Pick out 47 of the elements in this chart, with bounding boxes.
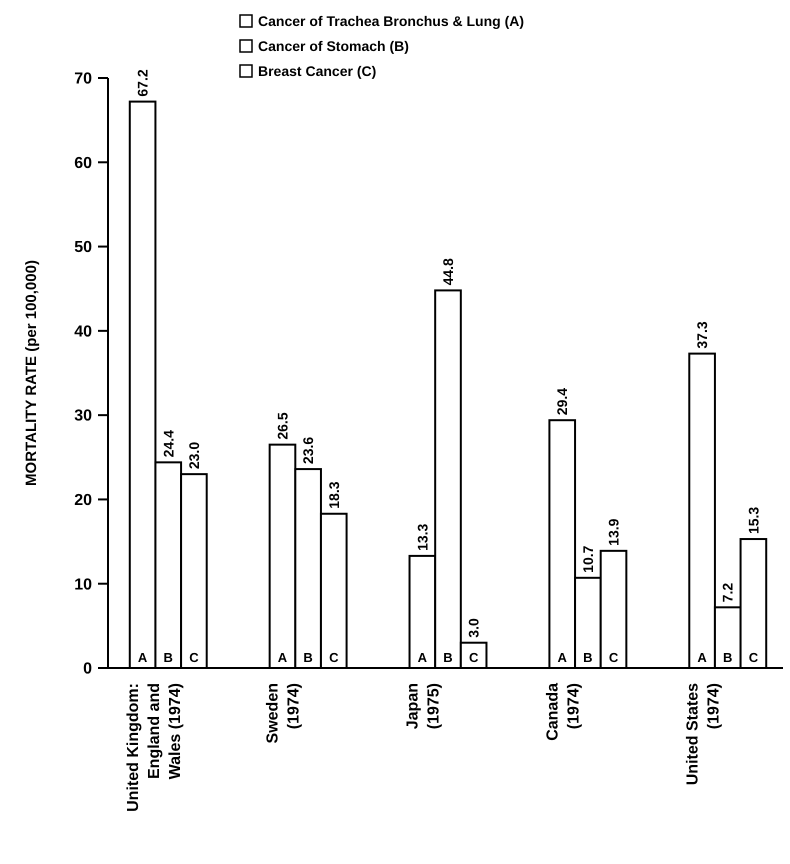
data-label: 18.3 [326, 481, 342, 509]
y-tick-label: 10 [74, 576, 92, 594]
data-label: 29.4 [554, 388, 570, 416]
annotation: C [608, 650, 619, 665]
data-label: 13.9 [606, 518, 622, 546]
annotation: B [303, 650, 313, 665]
data-label: 7.2 [720, 582, 736, 602]
annotation: A [697, 650, 708, 665]
data-label: 3.0 [466, 618, 482, 638]
annotation: B [443, 650, 453, 665]
annotation: B [723, 650, 732, 665]
x-tick-label: Canada (1974) [544, 682, 582, 741]
data-label: 13.3 [414, 523, 430, 551]
x-tick-label: United States (1974) [684, 682, 722, 786]
annotation: A [138, 650, 148, 665]
annotation: B [164, 650, 173, 665]
data-label: 23.6 [300, 436, 316, 464]
data-label: 15.3 [745, 506, 762, 534]
y-tick-label: 0 [83, 660, 92, 678]
annotation: C [329, 650, 340, 665]
legend-label: Cancer of Trachea Bronchus & Lung (A) [258, 13, 524, 29]
y-tick-label: 40 [74, 323, 92, 340]
y-tick-label: 60 [74, 154, 92, 172]
data-label: 23.0 [186, 442, 202, 470]
data-label: 26.5 [274, 412, 290, 440]
x-tick-label: United Kingdom: England and Wales (1974) [124, 683, 184, 812]
legend-label: Cancer of Stomach (B) [258, 38, 409, 54]
annotation: C [189, 650, 200, 665]
data-label: 37.3 [694, 321, 710, 349]
y-tick-label: 20 [74, 492, 92, 510]
data-label: 10.7 [580, 545, 596, 573]
annotation: B [583, 650, 593, 665]
annotation: C [748, 650, 759, 665]
x-tick-label: Sweden (1974) [264, 683, 303, 744]
y-axis-title: MORTALITY RATE (per 100,000) [23, 260, 40, 486]
annotation: C [468, 650, 479, 665]
data-label: 24.4 [160, 430, 176, 458]
annotation: A [278, 650, 288, 665]
x-tick-label: Japan (1975) [404, 683, 443, 730]
legend-label: Breast Cancer (C) [258, 63, 376, 79]
annotation: A [418, 650, 428, 665]
y-tick-label: 70 [74, 70, 92, 88]
data-label: 44.8 [440, 258, 456, 286]
annotation: A [558, 650, 568, 665]
y-tick-label: 30 [74, 408, 92, 425]
y-tick-label: 50 [74, 239, 92, 256]
data-label: 67.2 [134, 69, 151, 97]
